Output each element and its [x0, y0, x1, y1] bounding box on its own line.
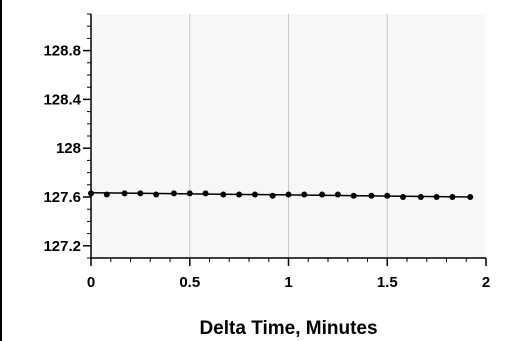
y-tick-label: 128.4: [43, 91, 81, 108]
data-point: [334, 191, 341, 198]
x-axis-label: Delta Time, Minutes: [199, 318, 377, 339]
data-point: [170, 190, 177, 197]
data-point: [384, 192, 391, 199]
x-tick-label: 1.5: [377, 274, 398, 291]
data-point: [269, 192, 276, 199]
data-point: [301, 191, 308, 198]
data-point: [220, 191, 227, 198]
data-points: [88, 190, 474, 200]
data-point: [417, 194, 424, 200]
data-point: [202, 190, 209, 197]
x-tick-label: 0.5: [179, 274, 200, 291]
data-point: [285, 191, 292, 198]
grid-lines: [189, 14, 388, 258]
x-tick-label: 0: [87, 274, 95, 291]
data-point: [319, 191, 326, 198]
data-point: [153, 191, 160, 198]
data-point: [121, 190, 128, 197]
x-ticks: 0 0.5 1 1.5 2: [87, 258, 490, 291]
y-tick-label: 127.6: [43, 189, 81, 206]
data-point: [186, 190, 193, 197]
frame-left-border: [0, 0, 2, 341]
x-tick-label: 2: [482, 274, 490, 291]
data-point: [350, 192, 357, 199]
y-ticks: 127.2 127.6 128 128.4 128.8: [43, 13, 91, 259]
data-point: [368, 192, 375, 199]
data-point: [433, 194, 440, 200]
data-point: [137, 190, 144, 197]
data-point: [236, 191, 243, 198]
data-point: [400, 194, 407, 200]
x-tick-label: 1: [284, 274, 292, 291]
data-point: [251, 191, 258, 198]
data-point: [449, 194, 456, 200]
data-point: [467, 194, 474, 200]
y-tick-label: 128.8: [43, 43, 81, 60]
y-tick-label: 128: [56, 140, 81, 157]
data-point: [103, 191, 110, 198]
y-tick-label: 127.2: [43, 238, 81, 255]
